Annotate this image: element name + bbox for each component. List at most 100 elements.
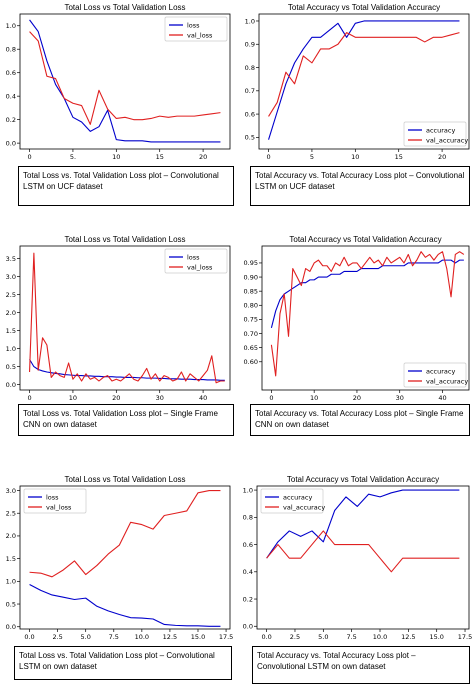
caption-accuracy-convlstm-ucf: Total Accuracy vs. Total Accuracy Loss p…: [250, 166, 470, 206]
chart-panel-accuracy-convlstm-own: Total Accuracy vs Total Validation Accur…: [237, 472, 474, 642]
x-tick-label: 5.: [70, 153, 76, 161]
x-tick-label: 20: [199, 153, 207, 161]
y-tick-label: 0.0: [243, 623, 253, 631]
x-tick-label: 0: [27, 153, 31, 161]
chart-title: Total Accuracy vs Total Validation Accur…: [288, 3, 440, 12]
legend-label-accuracy: accuracy: [283, 493, 312, 501]
chart-panel-accuracy-convlstm-ucf: Total Accuracy vs Total Validation Accur…: [237, 0, 474, 161]
y-tick-label: 1.0: [6, 578, 16, 586]
legend-label-loss: loss: [187, 21, 200, 29]
legend-label-val-loss: val_loss: [187, 263, 213, 271]
x-tick-label: 17.5: [219, 633, 233, 641]
y-tick-label: 0.80: [244, 302, 258, 310]
y-tick-label: 0.5: [245, 134, 255, 142]
y-tick-label: 0.2: [6, 116, 16, 124]
chart-title: Total Loss vs Total Validation Loss: [64, 3, 185, 12]
y-tick-label: 0.85: [244, 287, 258, 295]
x-tick-label: 5.0: [318, 633, 328, 641]
legend-label-accuracy: accuracy: [426, 367, 455, 375]
y-tick-label: 0.75: [244, 316, 258, 324]
series-line-val-accuracy: [268, 32, 460, 117]
y-tick-label: 0.0: [6, 139, 16, 147]
caption-accuracy-cnn-own: Total Accuracy vs. Total Accuracy Loss p…: [250, 404, 470, 436]
x-tick-label: 10: [351, 153, 359, 161]
x-tick-label: 0.0: [261, 633, 271, 641]
x-tick-label: 2.5: [52, 633, 62, 641]
series-line-val-accuracy: [266, 530, 460, 573]
y-tick-label: 0.90: [244, 273, 258, 281]
y-tick-label: 0.8: [6, 46, 16, 54]
caption-loss-convlstm-own: Total Loss vs. Total Validation Loss plo…: [14, 646, 232, 680]
legend-label-val-accuracy: val_accuracy: [426, 136, 468, 144]
x-tick-label: 40: [199, 394, 207, 402]
chart-panel-loss-cnn-own: Total Loss vs Total Validation Loss 0 10 20…: [0, 232, 237, 402]
y-tick-label: 0.0: [6, 623, 16, 631]
x-tick-label: 0: [27, 394, 31, 402]
chart-svg: Total Loss vs Total Validation Loss 0.0 2.…: [6, 475, 234, 641]
y-tick-label: 3.0: [6, 273, 16, 281]
chart-panel-loss-convlstm-own: Total Loss vs Total Validation Loss 0.0 2.…: [0, 472, 237, 642]
series-line-val-loss: [29, 31, 221, 125]
x-tick-label: 15: [156, 153, 164, 161]
y-tick-label: 2.0: [6, 309, 16, 317]
chart-svg: Total Loss vs Total Validation Loss 0 10 20…: [6, 235, 231, 402]
x-tick-label: 5.0: [81, 633, 91, 641]
x-tick-label: 7.5: [109, 633, 119, 641]
series-line-val-loss: [29, 252, 225, 384]
y-tick-label: 0.8: [245, 64, 255, 72]
y-tick-label: 1.0: [6, 345, 16, 353]
x-tick-label: 30: [156, 394, 164, 402]
chart-panel-loss-convlstm-ucf: Total Loss vs Total Validation Loss 0 5. 10…: [0, 0, 237, 161]
y-tick-label: 0.6: [6, 69, 16, 77]
series-line-loss: [29, 584, 221, 627]
y-tick-label: 0.5: [6, 600, 16, 608]
legend-label-val-loss: val_loss: [187, 31, 213, 39]
x-tick-label: 12.5: [163, 633, 177, 641]
chart-svg: Total Accuracy vs Total Validation Accur…: [245, 3, 470, 161]
x-tick-label: 0: [269, 394, 273, 402]
x-tick-label: 10: [69, 394, 77, 402]
x-tick-label: 10: [112, 153, 120, 161]
chart-svg: Total Loss vs Total Validation Loss 0 5. 10…: [6, 3, 231, 161]
y-tick-label: 2.0: [6, 532, 16, 540]
y-tick-label: 3.0: [6, 487, 16, 495]
caption-loss-cnn-own: Total Loss vs. Total Validation Loss plo…: [18, 404, 234, 436]
y-tick-label: 0.7: [245, 87, 255, 95]
legend-label-val-accuracy: val_accuracy: [283, 503, 325, 511]
y-tick-label: 0.70: [244, 330, 258, 338]
x-tick-label: 10.0: [135, 633, 149, 641]
x-tick-label: 2.5: [290, 633, 300, 641]
chart-title: Total Accuracy vs Total Validation Accur…: [287, 475, 439, 484]
x-tick-label: 7.5: [346, 633, 356, 641]
chart-title: Total Loss vs Total Validation Loss: [64, 475, 185, 484]
series-line-loss: [29, 19, 221, 143]
y-tick-label: 3.5: [6, 255, 16, 263]
y-tick-label: 0.65: [244, 344, 258, 352]
y-tick-label: 2.5: [6, 510, 16, 518]
x-tick-label: 17.5: [458, 633, 472, 641]
legend-label-val-loss: val_loss: [46, 503, 72, 511]
series-line-accuracy: [266, 489, 460, 559]
y-tick-label: 1.0: [245, 17, 255, 25]
legend-label-loss: loss: [46, 493, 59, 501]
caption-loss-convlstm-ucf: Total Loss vs. Total Validation Loss plo…: [18, 166, 234, 206]
x-tick-label: 12.5: [401, 633, 415, 641]
x-tick-label: 20: [353, 394, 361, 402]
x-tick-label: 40: [438, 394, 446, 402]
y-tick-label: 0.6: [243, 541, 253, 549]
series-line-val-loss: [29, 489, 221, 578]
series-line-accuracy: [268, 20, 460, 140]
y-tick-label: 0.60: [244, 358, 258, 366]
x-tick-label: 0.0: [24, 633, 34, 641]
x-tick-label: 20: [438, 153, 446, 161]
x-tick-label: 15: [395, 153, 403, 161]
chart-title: Total Accuracy vs Total Validation Accur…: [289, 235, 441, 244]
y-tick-label: 0.4: [6, 92, 16, 100]
legend-label-accuracy: accuracy: [426, 126, 455, 134]
x-tick-label: 20: [112, 394, 120, 402]
y-tick-label: 0.9: [245, 41, 255, 49]
y-tick-label: 1.0: [6, 22, 16, 30]
series-line-val-accuracy: [270, 251, 465, 377]
x-tick-label: 10.0: [373, 633, 387, 641]
y-tick-label: 0.6: [245, 110, 255, 118]
